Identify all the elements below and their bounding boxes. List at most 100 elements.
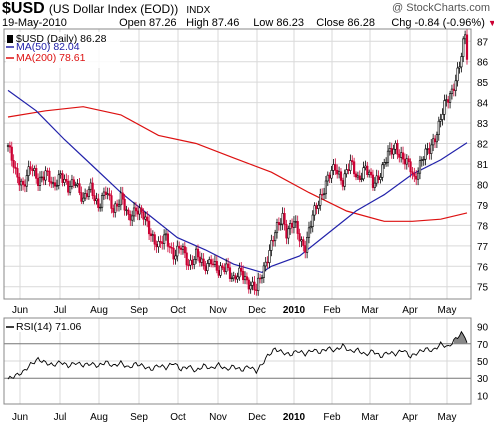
candle-body <box>93 195 96 202</box>
candle-body <box>65 178 68 182</box>
candle-body <box>454 80 457 91</box>
candle-body <box>456 67 459 82</box>
price-panel-frame <box>3 28 472 300</box>
candle-body <box>193 259 196 265</box>
x-tick-label: Sep <box>130 412 148 423</box>
candle-body <box>84 193 87 199</box>
candle-body <box>234 275 237 280</box>
candle-body <box>411 171 414 174</box>
candle-body <box>179 247 183 250</box>
quote-low: Low 86.23 <box>253 17 304 29</box>
x-tick-label: Jul <box>54 305 67 316</box>
candle-body <box>151 234 154 237</box>
legend-background <box>6 32 120 68</box>
candle-body <box>78 183 81 193</box>
price-tick-label: 75 <box>477 283 489 294</box>
candle-body <box>97 198 100 208</box>
candle-body <box>317 204 320 209</box>
candle-body <box>198 256 201 263</box>
candle-body <box>274 232 277 242</box>
candle-body <box>439 119 442 122</box>
candle-body <box>247 279 250 290</box>
candle-body <box>394 142 397 150</box>
candle-body <box>33 168 36 172</box>
rsi-tick-label: 90 <box>477 323 489 334</box>
candle-body <box>117 204 121 207</box>
candle-body <box>210 259 213 265</box>
candle-body <box>80 192 83 202</box>
candle-body <box>398 153 401 158</box>
candle-body <box>360 178 363 180</box>
candle-body <box>290 223 294 228</box>
candle-body <box>146 216 149 222</box>
candle-body <box>31 168 34 172</box>
candle-body <box>437 120 440 135</box>
candle-body <box>377 175 380 180</box>
rsi-series <box>7 330 468 380</box>
candle-body <box>264 261 267 267</box>
candle-body <box>336 169 339 175</box>
x-tick-label: Mar <box>361 412 379 423</box>
rsi-tick-label: 70 <box>477 340 489 351</box>
quote-change: Chg -0.84 (-0.96%) <box>391 17 485 29</box>
candle-body <box>306 237 309 253</box>
candle-body <box>262 265 265 278</box>
candle-body <box>112 208 115 213</box>
candle-body <box>313 205 316 216</box>
candle-body <box>351 160 354 163</box>
candle-body <box>396 142 399 155</box>
candle-body <box>226 263 230 268</box>
candle-body <box>181 246 185 250</box>
candle-body <box>138 207 141 215</box>
candle-body <box>260 277 264 279</box>
candle-body <box>76 183 79 186</box>
rsi-legend-background <box>6 320 82 332</box>
x-tick-label: Jul <box>54 412 67 423</box>
candle-body <box>418 160 422 174</box>
x-tick-label: Jun <box>12 305 28 316</box>
candle-body <box>349 160 352 171</box>
candle-body <box>183 246 186 254</box>
candle-body <box>413 173 416 177</box>
candle-body <box>116 203 119 207</box>
candle-body <box>6 145 10 147</box>
candle-body <box>127 209 130 215</box>
candle-body <box>225 263 228 272</box>
candle-body <box>236 276 239 280</box>
candle-body <box>300 239 303 242</box>
quote-high: High 87.46 <box>186 17 240 29</box>
x-tick-label: Aug <box>90 305 108 316</box>
candle-body <box>416 172 420 180</box>
candle-body <box>462 38 465 57</box>
candle-body <box>164 233 168 236</box>
price-x-axis-labels: Jun Jul Aug Sep Oct Nov Dec 2010 Feb Mar Apr May <box>12 305 457 316</box>
candle-body <box>21 180 25 185</box>
x-tick-label: Nov <box>209 412 227 423</box>
candle-body <box>74 184 77 186</box>
candle-body <box>157 240 160 248</box>
candle-body <box>422 158 425 161</box>
candle-body <box>330 170 333 179</box>
quote-line: 19-May-2010 Open 87.26 High 87.46 Low 86… <box>2 17 494 29</box>
change-down-arrow-icon: ▼ <box>487 18 494 28</box>
candle-body <box>292 221 296 228</box>
candle-body <box>281 213 284 225</box>
x-tick-label: May <box>438 305 457 316</box>
candle-body <box>321 194 324 196</box>
x-tick-label: Oct <box>170 305 186 316</box>
candle-body <box>441 114 444 120</box>
candle-body <box>405 158 408 165</box>
candle-body <box>362 167 365 180</box>
candle-body <box>35 168 38 179</box>
candle-body <box>356 175 359 178</box>
price-tick-label: 86 <box>477 58 489 69</box>
candle-body <box>270 240 273 251</box>
legend-price: $USD (Daily) 86.28 <box>16 33 107 45</box>
candle-body <box>371 174 375 188</box>
candle-body <box>430 144 433 154</box>
candle-body <box>27 166 30 176</box>
candle-body <box>433 138 437 143</box>
candle-body <box>257 277 260 291</box>
x-tick-label: 2010 <box>283 305 306 316</box>
candle-body <box>211 263 215 266</box>
